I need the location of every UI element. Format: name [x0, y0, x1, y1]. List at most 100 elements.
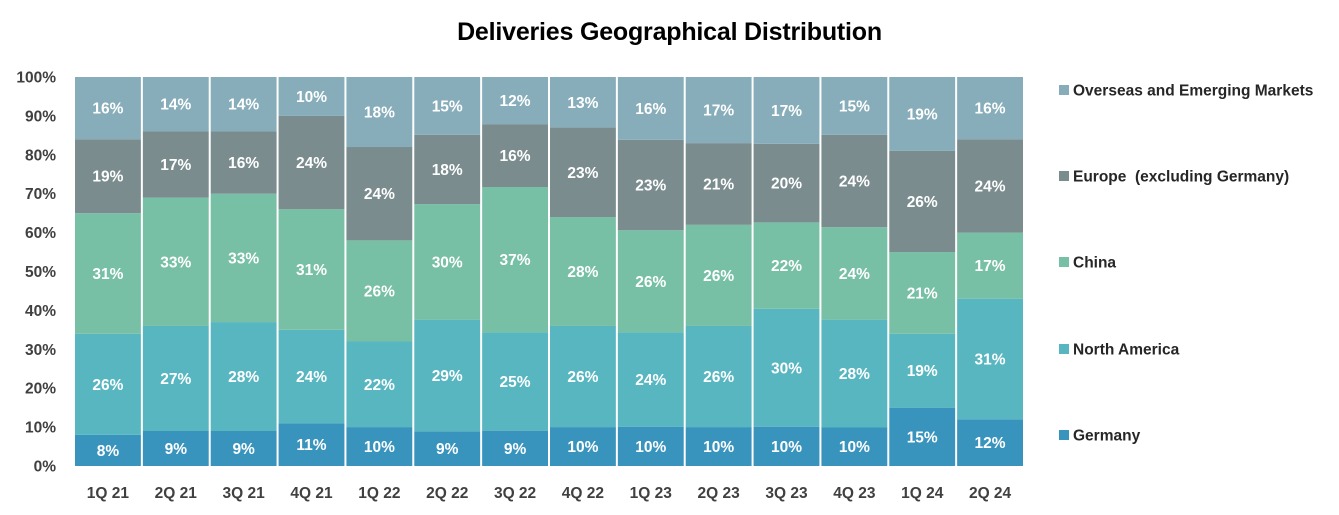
legend-label: North America	[1073, 342, 1180, 359]
bar-segment	[753, 222, 820, 309]
legend-swatch	[1059, 85, 1069, 95]
bar-segment	[482, 77, 548, 125]
data-label: 21%	[907, 285, 938, 302]
data-label: 30%	[432, 254, 463, 271]
data-label: 10%	[703, 439, 734, 456]
bar-segment	[753, 308, 820, 427]
data-label: 24%	[635, 372, 666, 389]
data-label: 26%	[635, 274, 666, 291]
bar-segment	[617, 139, 684, 231]
x-tick-label: 1Q 24	[901, 485, 944, 502]
legend-swatch	[1059, 257, 1069, 267]
bar-segment	[889, 333, 956, 408]
bar-segment	[75, 333, 141, 435]
data-label: 21%	[703, 176, 734, 193]
data-label: 26%	[364, 283, 395, 300]
data-label: 26%	[92, 377, 123, 394]
bar-segment	[142, 430, 209, 466]
bar-segment	[75, 434, 141, 466]
y-tick-label: 0%	[34, 459, 57, 476]
data-label: 28%	[228, 369, 259, 386]
x-tick-label: 3Q 23	[765, 485, 808, 502]
bar-segment	[414, 319, 481, 432]
data-label: 10%	[567, 439, 598, 456]
x-tick-label: 1Q 22	[358, 485, 400, 502]
data-label: 8%	[97, 443, 120, 460]
legend-label: Europe (excluding Germany)	[1073, 169, 1289, 186]
data-label: 14%	[160, 97, 191, 114]
data-label: 26%	[907, 194, 938, 211]
bar-segment	[617, 77, 684, 140]
bar-segment	[821, 227, 888, 320]
bar-segment	[550, 427, 616, 466]
data-label: 10%	[771, 439, 802, 456]
bar-segment	[346, 147, 413, 241]
data-label: 23%	[635, 178, 666, 195]
bar-segment	[685, 427, 752, 466]
data-label: 28%	[839, 366, 870, 383]
data-label: 9%	[504, 441, 527, 458]
data-label: 31%	[296, 262, 327, 279]
bar-segment	[278, 423, 345, 466]
bar-segment	[821, 319, 888, 428]
y-axis: 0% 10% 20% 30% 40% 50% 60% 70% 80% 90% 100%	[16, 70, 56, 476]
x-tick-label: 1Q 23	[630, 485, 673, 502]
data-label: 22%	[771, 258, 802, 275]
data-label: 16%	[975, 101, 1006, 118]
bar-segment	[753, 426, 820, 466]
bar-segment	[617, 230, 684, 333]
legend-label: China	[1073, 255, 1116, 272]
legend-swatch	[1059, 171, 1069, 181]
y-tick-label: 10%	[25, 420, 56, 437]
bar-segment	[278, 115, 345, 210]
data-label: 26%	[703, 268, 734, 285]
bar-segment	[482, 187, 548, 333]
data-label: 25%	[500, 374, 531, 391]
bar-segment	[957, 139, 1023, 233]
data-label: 23%	[567, 165, 598, 182]
data-label: 18%	[364, 105, 395, 122]
data-label: 24%	[364, 186, 395, 203]
data-label: 27%	[160, 371, 191, 388]
data-label: 9%	[165, 441, 188, 458]
y-tick-label: 40%	[25, 303, 56, 320]
x-tick-label: 4Q 22	[562, 485, 604, 502]
bar-segment	[957, 298, 1023, 420]
data-label: 31%	[975, 352, 1006, 369]
data-label: 22%	[364, 377, 395, 394]
data-label: 28%	[567, 264, 598, 281]
bar-segment	[210, 322, 277, 431]
bar-segment	[142, 197, 209, 326]
bar-segment	[889, 77, 956, 151]
data-label: 33%	[228, 250, 259, 267]
data-label: 33%	[160, 254, 191, 271]
bar-segment	[414, 134, 481, 205]
data-label: 12%	[500, 93, 531, 110]
y-tick-label: 90%	[25, 108, 56, 125]
y-tick-label: 100%	[16, 70, 56, 87]
data-label: 11%	[296, 437, 326, 454]
bar-segment	[210, 193, 277, 323]
data-label: 15%	[907, 429, 938, 446]
data-label: 16%	[228, 155, 259, 172]
bar-segment	[278, 209, 345, 330]
data-label: 29%	[432, 368, 463, 385]
data-label: 16%	[92, 101, 123, 118]
data-label: 17%	[975, 258, 1006, 275]
bar-segment	[75, 77, 141, 140]
bar-segment	[889, 252, 956, 334]
data-label: 24%	[296, 155, 327, 172]
data-labels: 8% 26% 31% 19% 16% 9% 27% 33% 17% 14% 9% 28% 33% 16% 1…	[92, 89, 1005, 460]
bar-segment	[821, 134, 888, 228]
bar-segment	[753, 77, 820, 144]
y-tick-label: 50%	[25, 264, 56, 281]
legend: Overseas and Emerging Markets Europe (exc…	[1059, 83, 1313, 445]
bar-segment	[75, 213, 141, 334]
bar-segment	[346, 77, 413, 148]
data-label: 12%	[975, 435, 1006, 452]
bar-segment	[414, 77, 481, 135]
data-label: 24%	[975, 178, 1006, 195]
bar-segment	[210, 77, 277, 132]
bar-segment	[210, 131, 277, 194]
data-label: 15%	[432, 98, 463, 115]
